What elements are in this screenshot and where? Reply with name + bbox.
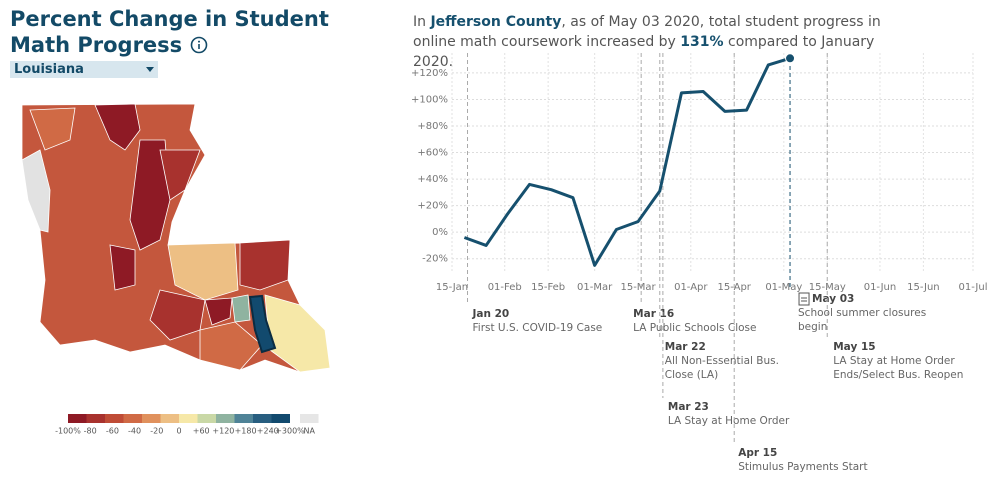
annotation-text: LA Stay at Home Order <box>833 355 955 367</box>
legend-label: -100% <box>55 427 81 436</box>
map-parish <box>199 321 263 371</box>
map-parish <box>239 239 291 291</box>
map-parish <box>167 242 239 301</box>
x-tick-label: 15-Mar <box>620 282 656 293</box>
map-parish <box>109 244 136 291</box>
dropdown[interactable]: Louisiana <box>10 61 158 78</box>
y-tick-label: +120% <box>411 68 448 79</box>
x-tick-label: 01-May <box>765 282 802 293</box>
summary: In Jefferson County, as of May 03 2020, … <box>413 12 913 72</box>
legend-swatch <box>271 414 290 423</box>
y-tick-label: +20% <box>417 201 448 212</box>
map <box>21 103 331 373</box>
annotation-date: Mar 22 <box>665 341 706 353</box>
legend-label: NA <box>304 427 316 436</box>
legend-swatch <box>142 414 161 423</box>
legend-swatch <box>253 414 272 423</box>
annotation-text: LA Stay at Home Order <box>668 415 790 427</box>
map-selected-parish[interactable] <box>248 294 277 354</box>
annotation-text: Close (LA) <box>665 369 718 381</box>
legend-swatch <box>105 414 124 423</box>
dropdown-value: Louisiana <box>14 62 84 77</box>
annotation-date: Mar 23 <box>668 401 709 413</box>
map-parish <box>149 289 206 341</box>
legend-label: -40 <box>128 427 141 436</box>
map-parish <box>204 297 233 326</box>
summary-value: 131% <box>680 34 724 50</box>
summary-text: , as of May 03 2020, total student progr… <box>413 14 881 50</box>
x-tick-label: 01-Mar <box>577 282 613 293</box>
annotation-icon <box>798 292 810 306</box>
legend-swatch <box>160 414 179 423</box>
legend-label: +120 <box>212 427 234 436</box>
annotation-date: Jan 20 <box>472 308 510 320</box>
x-tick-label: 01-Jun <box>864 282 897 293</box>
legend-label: +180 <box>235 427 257 436</box>
annotation-text: First U.S. COVID-19 Case <box>473 322 603 334</box>
map-parish <box>21 149 51 233</box>
annotation-date: Apr 15 <box>738 447 777 459</box>
legend-label: -80 <box>84 427 97 436</box>
map-parish <box>94 103 141 151</box>
summary-text: In <box>413 14 431 30</box>
legend-label: 0 <box>176 427 181 436</box>
legend-swatch <box>216 414 235 423</box>
legend-label: -60 <box>106 427 119 436</box>
legend-label: +300% <box>275 427 305 436</box>
map-parish <box>159 149 201 201</box>
annotation-text: Stimulus Payments Start <box>738 461 867 473</box>
annotation-date: Mar 16 <box>633 308 674 320</box>
y-tick-label: 0% <box>432 227 448 238</box>
x-tick-label: 01-Apr <box>674 282 708 293</box>
map-parish <box>231 294 251 323</box>
x-tick-label: 15-Jun <box>907 282 940 293</box>
y-tick-label: +100% <box>411 94 448 105</box>
point <box>785 53 796 64</box>
legend-label: -20 <box>150 427 163 436</box>
legend-swatch <box>123 414 142 423</box>
legend-label: +240 <box>257 427 279 436</box>
legend-swatch <box>234 414 253 423</box>
x-tick-label: 01-Jul <box>959 282 988 293</box>
dropdown-arrow <box>146 67 154 72</box>
map-parish <box>29 107 76 151</box>
annotation-date: May 15 <box>833 341 875 353</box>
x-tick-label: 15-Feb <box>531 282 565 293</box>
y-tick-label: +80% <box>417 121 448 132</box>
info-icon[interactable] <box>190 36 208 54</box>
annotation-text: Ends/Select Bus. Reopen <box>833 369 963 381</box>
y-tick-label: -20% <box>422 254 448 265</box>
legend-swatch <box>300 414 319 423</box>
x-tick-label: 01-Feb <box>488 282 522 293</box>
summary-county: Jefferson County <box>430 14 562 30</box>
annotation-text: School summer closures <box>798 307 926 319</box>
summary-text: compared to January 2020. <box>413 34 875 70</box>
legend-swatch <box>197 414 216 423</box>
legend-swatch <box>179 414 198 423</box>
annotation-text: begin <box>798 321 827 333</box>
annotation-icon <box>798 292 810 306</box>
title-block: Percent Change in Student Math Progress <box>10 6 340 58</box>
x-tick-label: 15-Jan <box>436 282 468 293</box>
line <box>463 56 791 267</box>
annotation-text: LA Public Schools Close <box>633 322 756 334</box>
title: Percent Change in Student Math Progress <box>10 7 329 57</box>
y-tick-label: +60% <box>417 148 448 159</box>
legend-label: +60 <box>193 427 210 436</box>
y-tick-label: +40% <box>417 174 448 185</box>
annotation-date: May 03 <box>812 293 854 305</box>
annotation-text: All Non-Essential Bus. <box>665 355 779 367</box>
legend-swatch <box>86 414 105 423</box>
legend-swatch <box>68 414 87 423</box>
